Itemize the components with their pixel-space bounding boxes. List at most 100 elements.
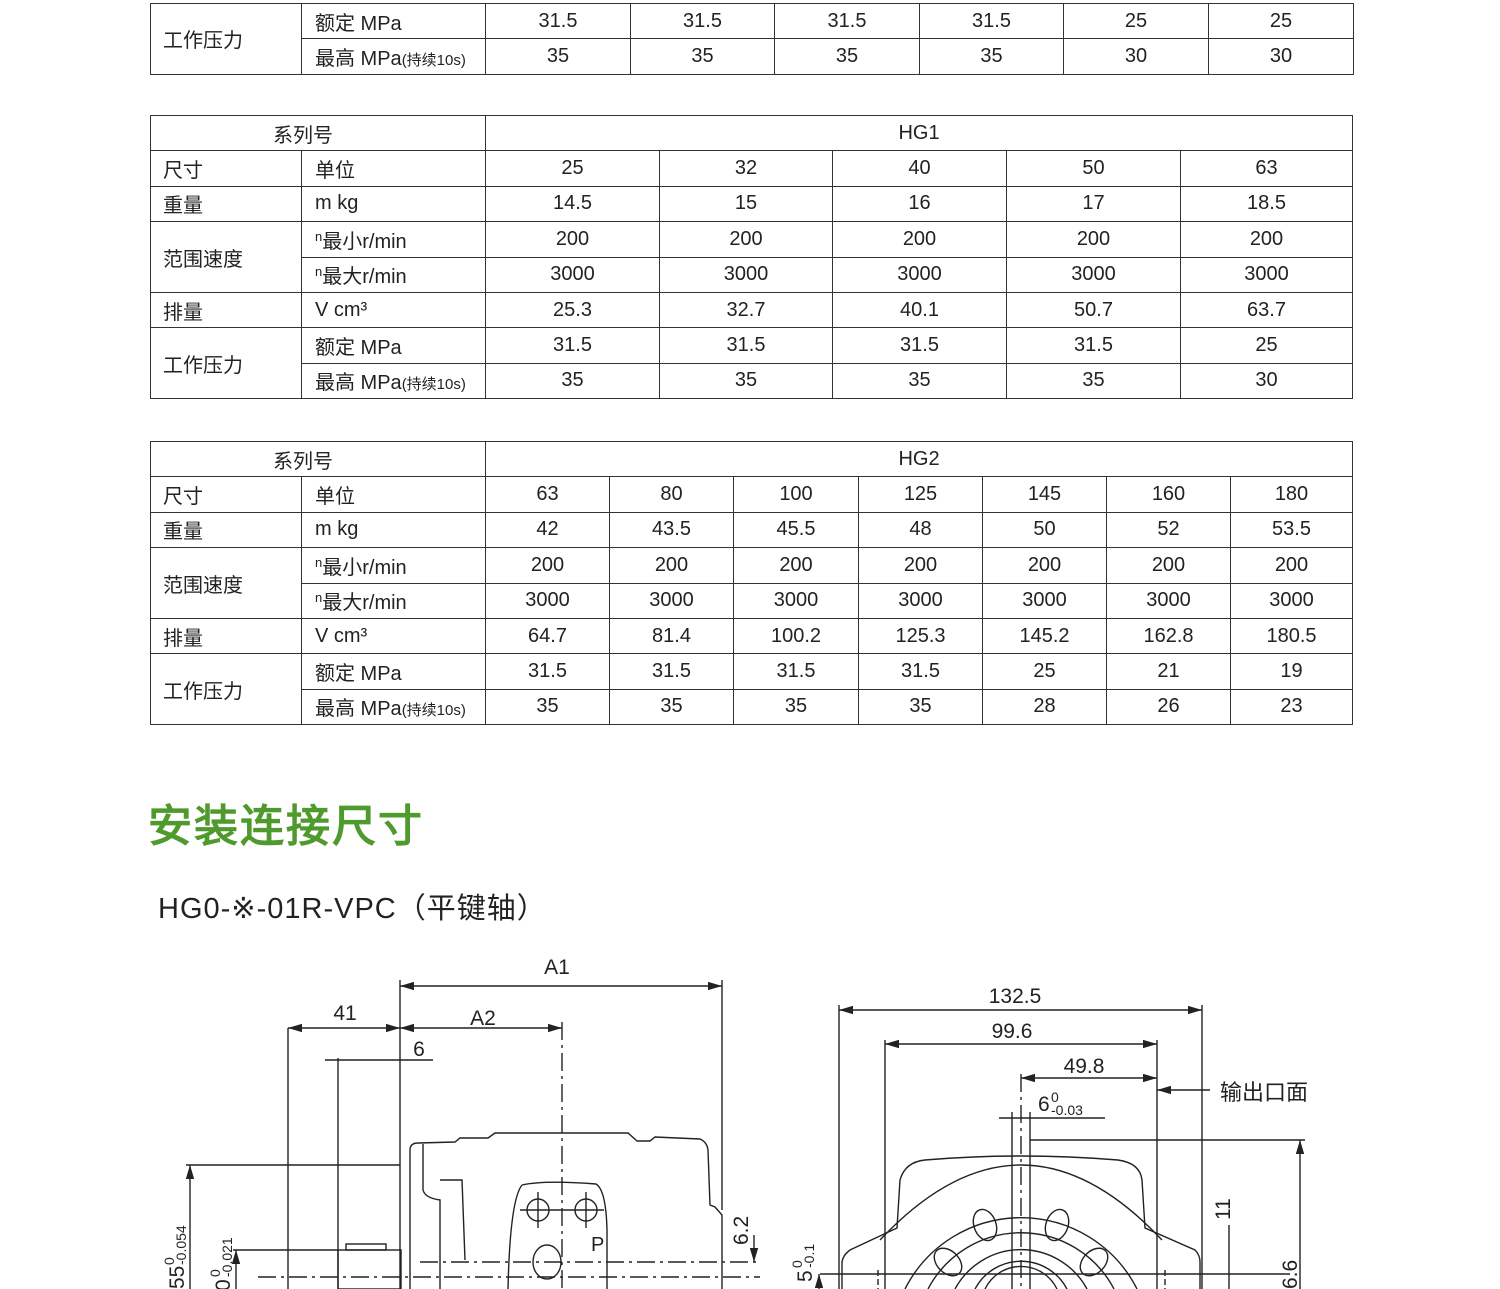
table-row: 最高 MPa(持续10s) 35 35 35 35 30 30: [151, 38, 1354, 75]
unit-text: 最大r/min: [322, 266, 407, 289]
dim-11: 11: [1212, 1198, 1235, 1220]
row-label: 重量: [150, 511, 302, 549]
dim-6-2: 6.2: [730, 1216, 753, 1245]
value-cell: 31.5: [858, 653, 983, 690]
value-cell: 3000: [832, 256, 1007, 293]
value-cell: 18.5: [1179, 185, 1354, 223]
value-cell: 50.7: [1006, 291, 1181, 329]
value-cell: 25: [1179, 327, 1354, 364]
value-cell: 145.2: [982, 617, 1107, 655]
unit-text: 最大r/min: [322, 592, 407, 615]
unit-cell: n最大r/min: [301, 256, 486, 293]
value-cell: 35: [858, 688, 983, 726]
unit-text: V cm³: [315, 624, 368, 647]
value-cell: 40: [832, 150, 1007, 187]
value-cell: 25: [982, 653, 1107, 690]
table-row: 工作压力 额定 MPa 31.5 31.5 31.5 31.5 25 21 19: [150, 653, 1354, 726]
unit-text: 额定 MPa: [315, 12, 402, 35]
value-cell: 35: [1006, 362, 1181, 400]
value-cell: 42: [485, 511, 610, 549]
value-cell: 100.2: [733, 617, 859, 655]
value-cell: 45.5: [733, 511, 859, 549]
unit-text: 额定 MPa: [315, 663, 402, 686]
row-label: 重量: [150, 185, 302, 223]
value-cell: 30: [1208, 38, 1354, 75]
unit-cell: 最高 MPa(持续10s): [301, 38, 486, 75]
value-cell: 63.7: [1179, 291, 1354, 329]
value-cell: 31.5: [733, 653, 859, 690]
unit-sup: n: [315, 264, 323, 280]
value-cell: 160: [1106, 476, 1231, 513]
value-cell: 28: [982, 688, 1107, 726]
unit-note: (持续10s): [401, 702, 466, 720]
dim-shaft: 0: [212, 1279, 235, 1289]
dim-5: 5: [794, 1270, 817, 1282]
table-row: 工作压力 额定 MPa 31.5 31.5 31.5 31.5 25 25: [150, 2, 1354, 75]
value-cell: 100: [733, 476, 859, 513]
dim-5-tol-lower: -0.1: [801, 1244, 817, 1268]
value-cell: 180: [1229, 476, 1354, 513]
value-cell: 200: [832, 221, 1007, 258]
value-cell: 53.5: [1229, 511, 1354, 549]
front-view: 132.5 99.6 49.8 6 0 -0.03 输出口面 11 6.6 5 …: [789, 985, 1308, 1289]
value-cell: 200: [609, 547, 734, 584]
value-cell: 3000: [1229, 582, 1354, 619]
row-label: 排量: [150, 617, 302, 655]
dim-132-5: 132.5: [989, 985, 1042, 1008]
table-row: 工作压力 额定 MPa 31.5 31.5 31.5 31.5 25: [150, 327, 1354, 400]
value-cell: 35: [630, 38, 775, 75]
unit-text: 最高 MPa: [315, 48, 402, 71]
unit-sup: n: [315, 228, 323, 244]
value-cell: 3000: [1006, 256, 1181, 293]
dim-a1: A1: [544, 956, 570, 979]
value-cell: 200: [858, 547, 983, 584]
value-cell: 35: [733, 688, 859, 726]
unit-text: 单位: [315, 486, 355, 509]
dim-6-6: 6.6: [1279, 1260, 1302, 1289]
value-cell: 35: [774, 38, 920, 75]
value-cell: 25: [485, 150, 660, 187]
spec-table-hg1: 系列号 HG1 尺寸 单位 25 32 40 50 63 重量 m kg 14.5 15 16 17 18.5…: [150, 114, 1354, 400]
value-cell: 125.3: [858, 617, 983, 655]
table-row: 排量 V cm³ 25.3 32.7 40.1 50.7 63.7: [150, 291, 1354, 329]
row-label: 排量: [150, 291, 302, 329]
value-cell: 30: [1179, 362, 1354, 400]
table-row: 尺寸 单位 63 80 100 125 145 160 180: [150, 476, 1354, 513]
row-label: 范围速度: [150, 547, 302, 619]
value-cell: 52: [1106, 511, 1231, 549]
unit-cell: 单位: [301, 476, 486, 513]
unit-cell: 额定 MPa: [301, 327, 486, 364]
model-title: HG0-※-01R-VPC（平键轴）: [158, 893, 547, 925]
unit-sup: n: [315, 554, 323, 570]
dim-99-6: 99.6: [992, 1020, 1033, 1043]
value-cell: 23: [1229, 688, 1354, 726]
value-cell: 200: [1179, 221, 1354, 258]
value-cell: 31.5: [659, 327, 833, 364]
unit-cell: 最高 MPa(持续10s): [301, 688, 486, 726]
value-cell: 35: [485, 38, 631, 75]
value-cell: 200: [485, 221, 660, 258]
side-view: A1 41 A2 6 P 6.2 55 0 -0.054 0 0 -0.021: [161, 956, 760, 1289]
table-row: 范围速度 n最小r/min 200 200 200 200 200: [150, 221, 1354, 293]
unit-text: m kg: [315, 192, 359, 215]
value-cell: 43.5: [609, 511, 734, 549]
row-label: 工作压力: [150, 3, 302, 75]
value-cell: 3000: [485, 256, 660, 293]
unit-text: 最小r/min: [322, 230, 407, 253]
unit-cell: n最小r/min: [301, 547, 486, 584]
value-cell: 35: [609, 688, 734, 726]
table-row: 排量 V cm³ 64.7 81.4 100.2 125.3 145.2 162.8 180.5: [150, 617, 1354, 655]
unit-note: (持续10s): [401, 52, 466, 70]
dim-6: 6: [413, 1038, 425, 1061]
value-cell: 31.5: [485, 327, 660, 364]
dim-shaft-tol-lower: -0.021: [219, 1237, 235, 1277]
header-row: 系列号 HG2: [150, 440, 1354, 478]
unit-text: 额定 MPa: [315, 337, 402, 360]
port-label-p: P: [591, 1234, 604, 1256]
row-label: 范围速度: [150, 221, 302, 293]
value-cell: 81.4: [609, 617, 734, 655]
unit-cell: 最高 MPa(持续10s): [301, 362, 486, 400]
value-cell: 35: [659, 362, 833, 400]
dim-5-tol-upper: 0: [789, 1260, 805, 1268]
spec-table-hg2: 系列号 HG2 尺寸 单位 63 80 100 125 145 160 180 重量 m kg 42 43.…: [150, 440, 1354, 726]
